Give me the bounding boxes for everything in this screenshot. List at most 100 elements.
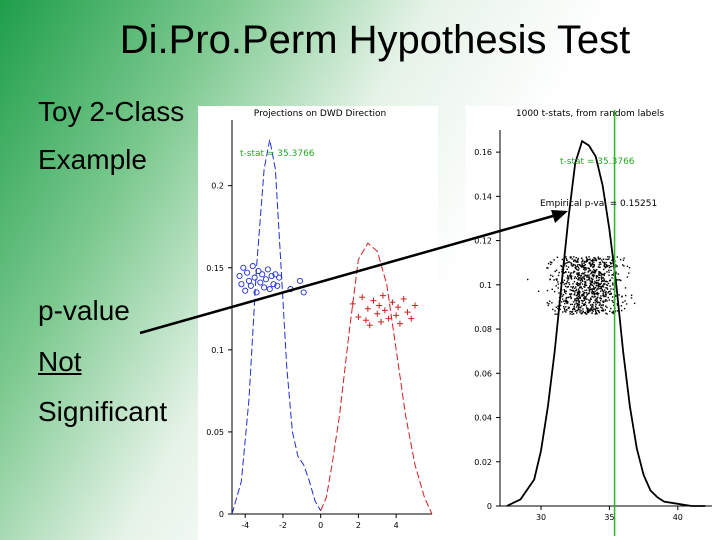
tstat-point (593, 274, 595, 277)
class-2-point (374, 310, 381, 317)
tstat-point (597, 294, 599, 296)
tstat-point (580, 265, 582, 267)
tstat-point (621, 309, 623, 312)
tstat-point (573, 305, 575, 308)
tstat-point (593, 257, 595, 259)
tstat-point (579, 264, 581, 266)
tstat-point (608, 266, 611, 269)
tstat-point (591, 312, 593, 314)
tstat-point (571, 265, 574, 267)
tstat-point (567, 307, 569, 309)
tstat-point (595, 298, 597, 300)
tstat-point (600, 287, 603, 289)
tstat-point (591, 281, 593, 283)
tstat-point (554, 313, 556, 315)
tstat-point (555, 306, 558, 309)
class-2-point (359, 294, 366, 301)
tstat-point (584, 263, 587, 266)
tstat-point (585, 267, 587, 269)
tstat-point (575, 286, 577, 288)
tstat-point (567, 279, 569, 281)
tstat-point (565, 271, 567, 273)
tstat-point (591, 309, 593, 311)
tstat-point (625, 294, 627, 297)
tstat-point (594, 272, 596, 274)
tstat-point (603, 274, 605, 277)
tstat-point (600, 304, 603, 307)
tstat-point (577, 303, 579, 306)
tstat-point (591, 293, 594, 295)
tstat-point-cloud (527, 256, 636, 315)
pointer-arrowhead (551, 210, 568, 223)
tstat-point (594, 300, 597, 302)
tstat-point (570, 293, 573, 295)
tstat-point (608, 264, 610, 267)
tstat-point (561, 258, 564, 261)
tstat-point (593, 296, 595, 298)
tstat-point (588, 277, 590, 280)
tstat-point (601, 273, 604, 275)
tstat-point (587, 286, 589, 289)
tstat-point (564, 310, 566, 312)
tstat-point (592, 266, 595, 268)
tstat-point (546, 289, 549, 292)
tstat-point (574, 292, 576, 294)
tstat-point (596, 289, 598, 291)
tstat-point (583, 303, 585, 305)
tstat-point (577, 284, 579, 287)
plot-2-ytick-label-1: 0.02 (474, 458, 492, 467)
tstat-point (583, 266, 585, 269)
tstat-point (574, 298, 576, 301)
tstat-point (598, 262, 601, 264)
tstat-point (608, 290, 610, 293)
tstat-point (576, 294, 578, 297)
tstat-point (551, 275, 554, 277)
tstat-point (571, 258, 573, 260)
tstat-point (577, 307, 580, 309)
tstat-point (590, 282, 592, 285)
tstat-point (563, 289, 565, 291)
tstat-point (595, 269, 597, 272)
tstat-point (598, 266, 600, 268)
tstat-point (563, 291, 566, 293)
plot-permutation: 1000 t-stats, from random labels 0 0.02 0.… (474, 109, 712, 536)
tstat-point (572, 307, 575, 310)
tstat-point (570, 289, 573, 292)
tstat-point (563, 307, 566, 310)
tstat-point (593, 270, 596, 272)
tstat-point (614, 295, 617, 298)
tstat-point (579, 311, 581, 313)
tstat-point (551, 288, 553, 291)
tstat-point (567, 296, 569, 299)
tstat-point (610, 307, 612, 310)
tstat-point (601, 261, 604, 263)
tstat-point (601, 288, 603, 291)
tstat-point (568, 261, 571, 263)
tstat-point (547, 304, 549, 307)
tstat-point (598, 273, 600, 275)
tstat-point (605, 265, 608, 267)
tstat-point (586, 260, 588, 262)
tstat-point (600, 280, 603, 283)
tstat-point (573, 260, 575, 263)
tstat-point (583, 293, 585, 295)
tstat-point (588, 276, 590, 278)
tstat-point (610, 288, 612, 290)
tstat-point (585, 259, 588, 262)
tstat-point (593, 263, 595, 266)
tstat-point (607, 258, 609, 261)
tstat-point (566, 261, 569, 264)
tstat-point (569, 293, 571, 295)
tstat-point (587, 292, 590, 295)
class-2-point (412, 302, 419, 309)
tstat-point (590, 309, 592, 311)
tstat-point (585, 305, 588, 307)
tstat-point (607, 282, 610, 285)
class-2-point (355, 314, 362, 320)
plot-projections: Projections on DWD Direction 0 0.05 0.1 0.1… (206, 109, 433, 530)
tstat-point (549, 278, 551, 281)
tstat-point (603, 279, 606, 281)
tstat-point (595, 279, 598, 282)
tstat-point (568, 306, 570, 308)
tstat-point (586, 313, 588, 315)
